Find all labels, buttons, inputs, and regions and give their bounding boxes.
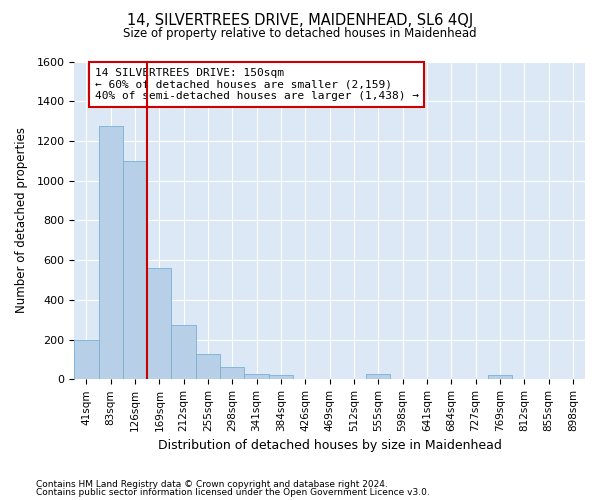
Bar bbox=[244, 374, 269, 380]
X-axis label: Distribution of detached houses by size in Maidenhead: Distribution of detached houses by size … bbox=[158, 440, 502, 452]
Text: Size of property relative to detached houses in Maidenhead: Size of property relative to detached ho… bbox=[123, 28, 477, 40]
Bar bbox=[123, 161, 147, 380]
Text: 14 SILVERTREES DRIVE: 150sqm
← 60% of detached houses are smaller (2,159)
40% of: 14 SILVERTREES DRIVE: 150sqm ← 60% of de… bbox=[95, 68, 419, 101]
Bar bbox=[196, 354, 220, 380]
Bar bbox=[366, 374, 391, 380]
Text: 14, SILVERTREES DRIVE, MAIDENHEAD, SL6 4QJ: 14, SILVERTREES DRIVE, MAIDENHEAD, SL6 4… bbox=[127, 12, 473, 28]
Bar bbox=[220, 368, 244, 380]
Bar bbox=[269, 376, 293, 380]
Bar bbox=[147, 268, 172, 380]
Bar bbox=[98, 126, 123, 380]
Bar bbox=[172, 324, 196, 380]
Bar bbox=[74, 340, 98, 380]
Text: Contains HM Land Registry data © Crown copyright and database right 2024.: Contains HM Land Registry data © Crown c… bbox=[36, 480, 388, 489]
Y-axis label: Number of detached properties: Number of detached properties bbox=[15, 128, 28, 314]
Text: Contains public sector information licensed under the Open Government Licence v3: Contains public sector information licen… bbox=[36, 488, 430, 497]
Bar bbox=[488, 376, 512, 380]
